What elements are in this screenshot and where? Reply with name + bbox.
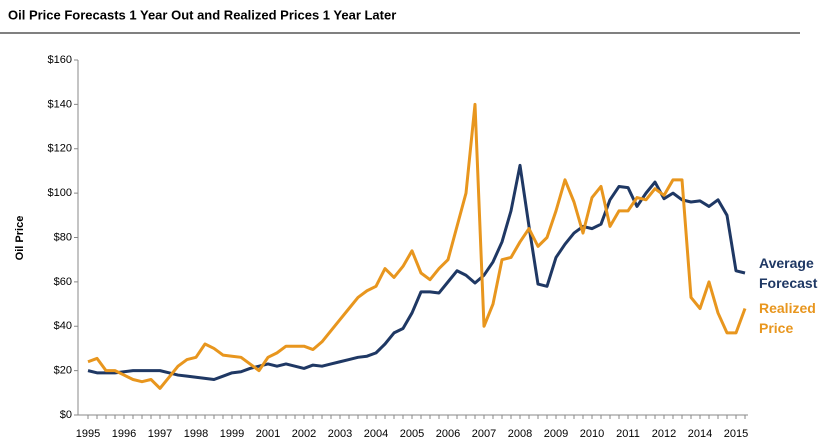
series-line	[87, 102, 747, 390]
x-tick-label: 2004	[364, 428, 388, 440]
x-tick-label: 2002	[292, 428, 316, 440]
y-tick-label: $40	[54, 320, 72, 332]
chart-title: Oil Price Forecasts 1 Year Out and Reali…	[8, 7, 396, 22]
x-tick-label: 2006	[436, 428, 460, 440]
x-tick-label: 2008	[508, 428, 532, 440]
y-tick-label: $80	[54, 231, 72, 243]
x-tick-label: 2015	[724, 428, 748, 440]
x-tick-label: 2003	[328, 428, 352, 440]
x-tick-label: 2009	[544, 428, 568, 440]
x-tick-label: 1997	[148, 428, 172, 440]
y-tick-label: $20	[54, 365, 72, 377]
legend-forecast: Average Forecast	[759, 255, 818, 291]
y-tick-label: $60	[54, 276, 72, 288]
y-tick-label: $140	[48, 98, 72, 110]
y-tick-label: $160	[48, 54, 72, 66]
y-axis-label: Oil Price	[14, 216, 26, 261]
x-tick-label: 2007	[472, 428, 496, 440]
x-tick-label: 1995	[76, 428, 100, 440]
x-tick-label: 1996	[112, 428, 136, 440]
series-line	[87, 163, 746, 381]
x-tick-label: 2010	[580, 428, 604, 440]
y-tick-label: $0	[60, 409, 72, 421]
x-tick-label: 2012	[652, 428, 676, 440]
x-tick-label: 1998	[184, 428, 208, 440]
x-tick-label: 2011	[616, 428, 640, 440]
x-tick-label: 2001	[256, 428, 280, 440]
y-tick-label: $120	[48, 143, 72, 155]
x-tick-label: 1999	[220, 428, 244, 440]
x-tick-label: 2005	[400, 428, 424, 440]
x-tick-label: 2014	[688, 428, 712, 440]
legend-realized: Realized Price	[759, 300, 816, 336]
y-tick-label: $100	[48, 187, 72, 199]
